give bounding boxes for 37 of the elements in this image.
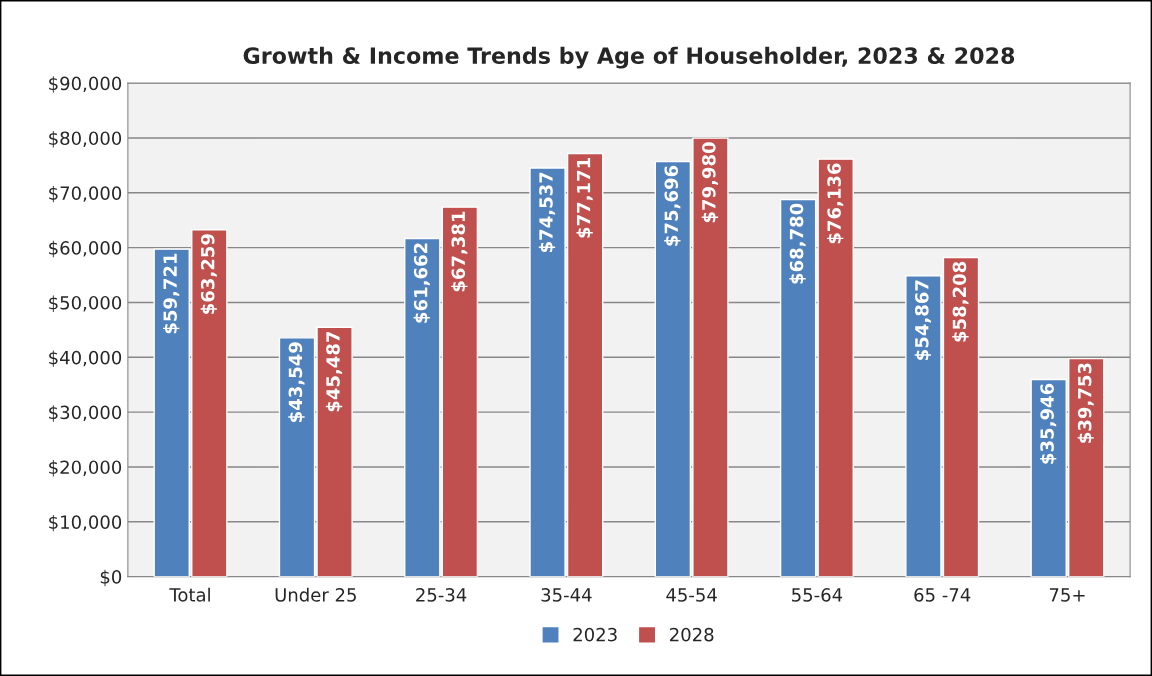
y-tick-label: $90,000 — [49, 76, 122, 93]
data-label: $74,537 — [538, 172, 556, 253]
data-label: $45,487 — [325, 331, 343, 412]
x-tick-label: 55-64 — [792, 588, 843, 602]
x-tick-label: Total — [169, 587, 210, 602]
legend-label: 2023 — [573, 627, 617, 642]
y-tick-label: $10,000 — [49, 514, 122, 532]
x-tick-label: 35-44 — [541, 588, 592, 602]
y-tick-label: $80,000 — [49, 131, 122, 148]
data-label: $59,721 — [162, 253, 180, 334]
data-label: $68,780 — [789, 203, 806, 284]
y-tick-label: $50,000 — [49, 295, 122, 312]
data-label: $54,867 — [914, 280, 932, 360]
x-tick-label: 65 -74 — [914, 588, 971, 602]
y-tick-label: $30,000 — [49, 405, 122, 422]
y-tick-label: $0 — [100, 569, 122, 587]
data-label: $63,259 — [200, 234, 217, 314]
data-label: $77,171 — [576, 158, 593, 238]
y-tick-label: $70,000 — [49, 185, 122, 203]
chart-title: Growth & Income Trends by Age of Householder, 2023 & 2028 — [243, 46, 1015, 69]
data-label: $39,753 — [1077, 363, 1094, 443]
x-tick-label: 25-34 — [416, 588, 467, 602]
data-label: $43,549 — [288, 342, 305, 422]
data-label: $58,208 — [952, 261, 969, 342]
x-tick-label: 75+ — [1049, 588, 1085, 602]
data-label: $79,980 — [701, 142, 719, 223]
data-label: $61,662 — [413, 243, 430, 323]
y-tick-label: $40,000 — [49, 350, 122, 367]
x-tick-label: 45-54 — [666, 588, 717, 602]
data-label: $75,696 — [664, 165, 681, 246]
x-tick-label: Under 25 — [275, 587, 356, 602]
legend-label: 2028 — [670, 627, 714, 642]
y-tick-label: $60,000 — [49, 240, 122, 258]
data-label: $35,946 — [1039, 383, 1057, 464]
data-label: $76,136 — [826, 163, 844, 244]
data-label: $67,381 — [451, 211, 468, 292]
y-tick-label: $20,000 — [49, 460, 122, 477]
